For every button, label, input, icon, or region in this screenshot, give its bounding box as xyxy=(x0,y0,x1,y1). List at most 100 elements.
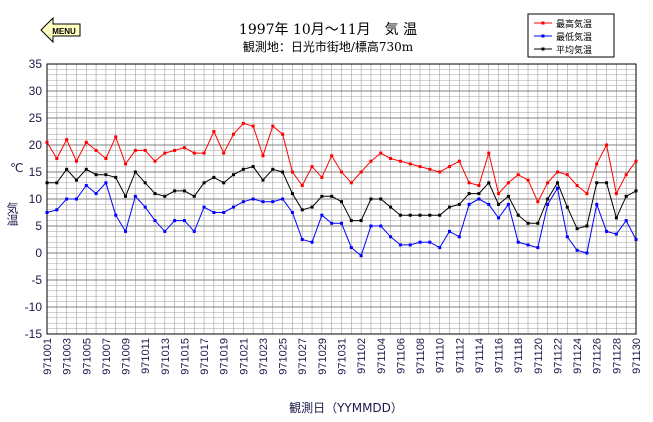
series-max-temp-point xyxy=(124,162,128,166)
y-tick-label: 20 xyxy=(29,138,43,152)
series-avg-temp-point xyxy=(536,221,540,225)
series-min-temp-point xyxy=(447,229,451,233)
series-min-temp-point xyxy=(84,184,88,187)
menu-button[interactable]: MENU xyxy=(40,16,81,44)
series-avg-temp-point xyxy=(124,194,128,198)
series-min-temp-point xyxy=(369,224,373,228)
legend-label: 平均気温 xyxy=(556,44,592,56)
x-tick-label: 971102 xyxy=(356,338,368,374)
series-max-temp-point xyxy=(359,170,363,174)
series-max-temp-point xyxy=(624,173,628,177)
series-max-temp-point xyxy=(398,159,402,163)
x-tick-label: 971104 xyxy=(376,338,388,374)
series-max-temp-point xyxy=(477,184,481,187)
series-avg-temp-point xyxy=(585,224,589,228)
plot-frame xyxy=(46,63,637,335)
series-min-temp-point xyxy=(457,235,461,239)
x-tick-label: 971029 xyxy=(317,338,329,375)
series-min-temp-point xyxy=(251,197,255,201)
series-min-temp-point xyxy=(624,219,628,223)
y-tick-label: 30 xyxy=(29,84,43,98)
series-avg-temp-point xyxy=(143,181,147,185)
x-tick-label: 971120 xyxy=(533,338,545,374)
series-min-temp-point xyxy=(192,229,196,233)
series-min-temp-point xyxy=(506,202,510,206)
series-min-temp-point xyxy=(310,240,314,244)
series-min-temp-point xyxy=(614,232,618,236)
series-avg-temp-point xyxy=(310,205,314,209)
series-max-temp-point xyxy=(241,121,245,125)
series-avg-temp-point xyxy=(497,202,501,206)
menu-label[interactable]: MENU xyxy=(52,27,76,36)
y-tick-label: -10 xyxy=(25,300,43,314)
series-max-temp-point xyxy=(74,159,78,163)
series-avg-temp-point xyxy=(74,178,78,182)
series-max-temp-point xyxy=(369,159,373,163)
series-avg-temp-point xyxy=(192,194,196,198)
series-avg-temp-point xyxy=(330,194,334,198)
series-max-temp-point xyxy=(222,151,226,155)
series-min-temp-point xyxy=(595,202,599,206)
legend-marker xyxy=(541,34,545,38)
series-min-temp-point xyxy=(182,219,186,223)
series-max-temp-point xyxy=(232,132,236,136)
series-max-temp-point xyxy=(340,170,343,174)
x-tick-label: 971027 xyxy=(297,338,309,375)
y-tick-label: 35 xyxy=(29,57,43,71)
series-min-temp-point xyxy=(438,246,442,250)
series-avg-temp-point xyxy=(94,173,98,177)
series-max-temp-point xyxy=(163,151,167,155)
series-avg-temp-point xyxy=(104,173,108,177)
series-min-temp-point xyxy=(418,240,422,244)
series-avg-temp-point xyxy=(133,170,137,174)
y-tick-label: 15 xyxy=(29,165,43,179)
series-avg-temp-point xyxy=(418,213,422,217)
series-avg-temp-point xyxy=(457,202,461,206)
series-avg-temp-point xyxy=(359,219,363,223)
series-avg-temp-point xyxy=(212,175,216,179)
series-avg-temp-point xyxy=(65,167,69,171)
series-min-temp-point xyxy=(605,229,609,233)
series-min-temp-point xyxy=(173,219,177,223)
series-avg-temp-point xyxy=(614,216,618,220)
x-tick-label: 971130 xyxy=(631,338,643,374)
series-max-temp-point xyxy=(84,140,88,144)
series-avg-temp-point xyxy=(202,181,206,185)
series-min-temp-point xyxy=(487,202,491,206)
series-avg-temp-point xyxy=(300,208,304,212)
x-tick-label: 971122 xyxy=(552,338,564,374)
legend-marker xyxy=(541,21,545,25)
series-min-temp-point xyxy=(241,200,245,204)
series-min-temp-point xyxy=(202,205,206,209)
x-tick-label: 971108 xyxy=(415,338,427,374)
series-max-temp-point xyxy=(45,140,49,144)
series-min-temp-point xyxy=(379,224,383,228)
menu-arrow-icon[interactable] xyxy=(40,16,81,44)
series-min-temp-point xyxy=(634,238,638,241)
series-max-temp-point xyxy=(555,170,559,174)
x-tick-label: 971116 xyxy=(494,338,506,373)
series-avg-temp-point xyxy=(379,197,383,201)
legend-marker xyxy=(541,47,545,51)
series-max-temp-point xyxy=(614,192,618,196)
series-avg-temp-point xyxy=(487,181,491,185)
y-axis-unit: ℃ xyxy=(10,161,23,175)
series-avg-temp-point xyxy=(389,205,393,209)
series-min-temp-point xyxy=(281,197,285,201)
series-min-temp-point xyxy=(555,186,559,190)
series-max-temp-point xyxy=(153,159,157,163)
series-avg-temp-point xyxy=(261,178,265,182)
series-min-temp-point xyxy=(261,200,265,204)
series-min-temp-point xyxy=(300,238,304,241)
series-max-temp-point xyxy=(349,181,353,185)
series-max-temp-point xyxy=(546,181,550,185)
x-tick-label: 971128 xyxy=(611,338,623,374)
y-tick-label: -15 xyxy=(25,327,43,341)
series-min-temp-point xyxy=(408,243,412,247)
x-tick-label: 971015 xyxy=(179,338,191,375)
series-avg-temp-point xyxy=(222,181,226,185)
series-avg-temp-point xyxy=(320,194,324,198)
x-tick-label: 971013 xyxy=(160,338,172,375)
series-max-temp-point xyxy=(379,151,383,155)
